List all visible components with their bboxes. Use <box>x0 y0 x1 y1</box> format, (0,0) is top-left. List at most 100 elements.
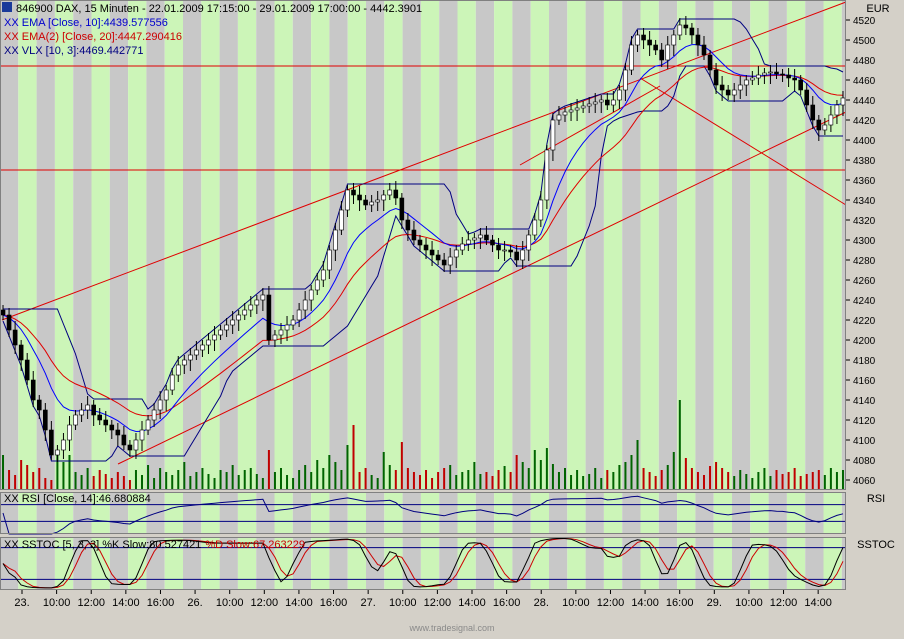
volume-bar <box>26 465 28 490</box>
band <box>403 492 421 534</box>
candle-body <box>484 235 488 240</box>
band <box>805 0 823 490</box>
symbol-icon <box>2 2 12 12</box>
candle-body <box>206 340 210 345</box>
candle-body <box>352 190 356 195</box>
volume-bar <box>812 472 814 490</box>
candle-body <box>478 235 482 238</box>
candle-body <box>557 115 561 120</box>
band <box>787 0 805 490</box>
currency-label: EUR <box>866 3 889 15</box>
x-tick-label: 28. <box>534 597 549 609</box>
band <box>659 0 677 490</box>
candle-body <box>690 28 694 35</box>
candle-body <box>442 260 446 265</box>
candle-body <box>321 270 325 280</box>
candle-body <box>164 390 168 400</box>
volume-bar <box>340 470 342 490</box>
candle-body <box>666 45 670 60</box>
volume-bar <box>135 470 137 490</box>
volume-bar <box>516 455 518 490</box>
candle-body <box>315 280 319 290</box>
volume-bar <box>99 470 101 490</box>
volume-bar <box>788 472 790 490</box>
volume-bar <box>268 450 270 490</box>
legend-vlx[interactable]: XX VLX [10, 3]:4469.442771 <box>4 45 143 57</box>
volume-bar <box>473 462 475 490</box>
candle-body <box>122 435 126 445</box>
band <box>805 537 823 590</box>
band <box>549 537 567 590</box>
band <box>183 492 201 534</box>
volume-bar <box>830 468 832 490</box>
band <box>183 0 201 490</box>
candle-body <box>255 300 259 305</box>
volume-bar <box>461 472 463 490</box>
candle-body <box>333 230 337 250</box>
volume-bar <box>661 470 663 490</box>
y-tick-label: 4240 <box>853 296 876 307</box>
candle-body <box>756 75 760 78</box>
candle-body <box>188 355 192 360</box>
y-tick-label: 4280 <box>853 256 876 267</box>
volume-bar <box>570 475 572 490</box>
candle-body <box>55 450 59 455</box>
candle-body <box>750 78 754 80</box>
y-tick-label: 4400 <box>853 136 876 147</box>
candle-body <box>364 200 368 205</box>
candle-body <box>617 90 621 100</box>
candle-body <box>261 295 265 300</box>
candle-body <box>297 310 301 320</box>
volume-bar <box>419 475 421 490</box>
candle-body <box>660 50 664 60</box>
legend-ema10[interactable]: XX EMA [Close, 10]:4439.577556 <box>4 17 168 29</box>
band <box>586 0 604 490</box>
legend-rsi[interactable]: XX RSI [Close, 14]:46.680884 <box>4 493 151 505</box>
band <box>604 537 622 590</box>
volume-bar <box>298 470 300 490</box>
candle-body <box>25 360 29 380</box>
volume-bar <box>62 462 64 490</box>
volume-bar <box>800 476 802 490</box>
candle-body <box>213 335 217 340</box>
band <box>824 0 842 490</box>
volume-bar <box>479 474 481 490</box>
x-tick-label: 10:00 <box>43 597 71 609</box>
volume-bar <box>50 480 52 490</box>
volume-bar <box>371 475 373 490</box>
volume-bar <box>153 478 155 490</box>
volume-bar <box>751 478 753 490</box>
candle-body <box>587 104 591 106</box>
volume-bar <box>522 462 524 490</box>
candle-body <box>726 90 730 95</box>
volume-bar <box>806 474 808 490</box>
legend-xx-5: XX <box>4 539 22 551</box>
candle-body <box>394 190 398 198</box>
band <box>695 0 713 490</box>
candle-body <box>406 220 410 230</box>
band <box>714 537 732 590</box>
volume-bar <box>528 468 530 490</box>
band <box>275 492 293 534</box>
volume-bar <box>498 470 500 490</box>
volume-bar <box>818 470 820 490</box>
legend-sstoc[interactable]: XX SSTOC [5, 3, 3] %K Slow:80.527421%D S… <box>4 539 305 551</box>
volume-bar <box>111 478 113 490</box>
candle-body <box>805 90 809 105</box>
candle-body <box>787 75 791 78</box>
candle-body <box>219 330 223 335</box>
x-tick-label: 10:00 <box>735 597 763 609</box>
candle-body <box>575 108 579 110</box>
volume-bar <box>745 474 747 490</box>
legend-ema20[interactable]: XX EMA(2) [Close, 20]:4447.290416 <box>4 31 182 43</box>
volume-bar <box>147 465 149 490</box>
x-tick-label: 12:00 <box>770 597 798 609</box>
candle-body <box>146 420 150 430</box>
x-tick-label: 12:00 <box>251 597 279 609</box>
candle-body <box>182 360 186 365</box>
band <box>128 0 146 490</box>
volume-bar <box>32 472 34 490</box>
band <box>769 492 787 534</box>
volume-bar <box>685 458 687 490</box>
